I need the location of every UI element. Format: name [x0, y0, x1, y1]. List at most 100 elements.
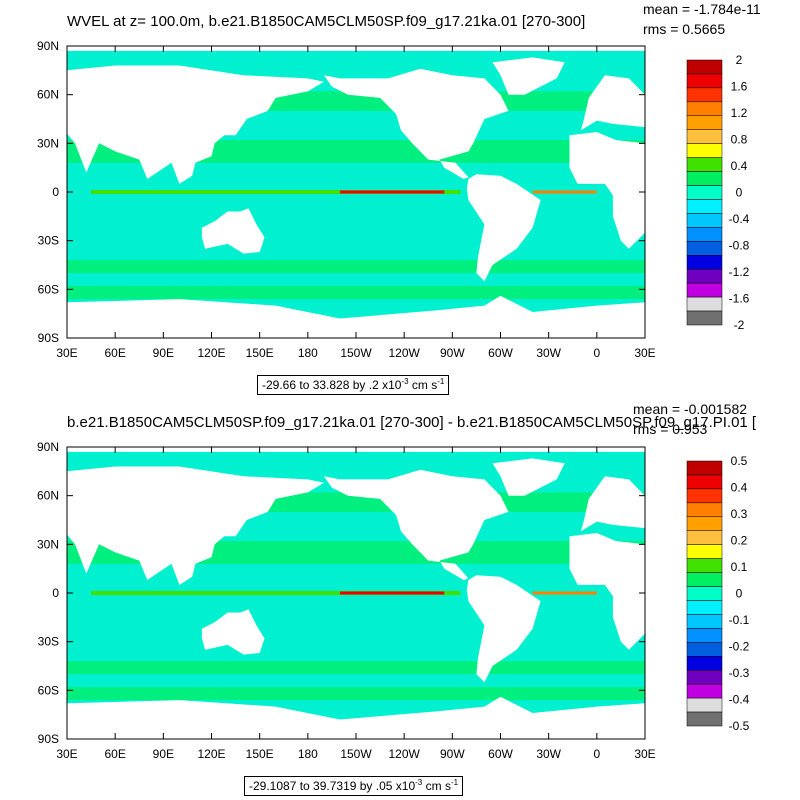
panel2-xtick-label: 150E — [246, 747, 274, 761]
panel2-colorbar-swatch — [686, 697, 723, 713]
panel2-xtick-label: 30E — [56, 747, 77, 761]
panel2-colorbar-swatch — [686, 600, 723, 615]
panel2-ytick-label: 30N — [37, 537, 59, 551]
panel2-ytick-label: 90S — [38, 732, 59, 746]
panel1-colorbar-swatch — [686, 310, 723, 326]
panel1-land-greenland — [492, 57, 565, 95]
panel2-range-text: -29.1087 to 39.7319 by .05 x10 — [249, 779, 416, 793]
panel1-xtick-label: 180 — [298, 346, 318, 360]
panel2-range-box: -29.1087 to 39.7319 by .05 x10-3 cm s-1 — [244, 776, 464, 796]
panel1-land-north-america — [323, 68, 509, 179]
panel2-colorbar-swatch — [686, 558, 723, 573]
panel1-colorbar-swatch — [686, 268, 723, 284]
panel1-land-australia — [201, 208, 265, 254]
panel1-xtick-label: 30W — [536, 346, 561, 360]
panel1-land-antarctica — [67, 295, 645, 338]
panel1-ytick-label: 0 — [52, 185, 59, 199]
panel1-xtick-label: 150E — [246, 346, 274, 360]
panel1-colorbar-swatch — [686, 59, 723, 75]
panel1-range-units: cm s — [411, 378, 438, 392]
panel2-colorbar-swatch — [686, 572, 723, 587]
panel2-xtick-label: 90E — [153, 747, 174, 761]
panel1-colorbar-swatch — [686, 185, 723, 200]
panel2-colorbar-label: -0.3 — [729, 666, 750, 680]
panel2-land-south-america — [466, 575, 541, 683]
panel2-band-3 — [67, 687, 645, 701]
panel1-colorbar-swatch — [686, 282, 723, 298]
panel1-band-3 — [67, 286, 645, 300]
panel1-xtick-label: 30E — [634, 346, 655, 360]
panel1-colorbar-label: -1.2 — [729, 265, 750, 279]
panel1-map: 30E 60E 90E 120E 150E 180 150W 120W 90W 60W 30W 0 30… — [37, 39, 656, 360]
panel2-xtick-label: 120W — [388, 747, 420, 761]
panel2-title: b.e21.B1850CAM5CLM50SP.f09_g17.21ka.01 [… — [67, 414, 757, 431]
panel1-equator-upwelling-atlantic — [532, 190, 597, 194]
panel1-colorbar-swatch — [686, 115, 723, 130]
panel2-colorbar-swatch — [686, 502, 723, 518]
panel2-xtick-label: 180 — [298, 747, 318, 761]
panel1-land-africa — [569, 132, 645, 249]
panel2-band-2 — [67, 661, 645, 675]
panel2-colorbar-swatch — [686, 642, 723, 657]
panel1-xtick-label: 90E — [153, 346, 174, 360]
panel1-xtick-label: 120W — [388, 346, 420, 360]
panel2-colorbar-label: 0.4 — [731, 481, 748, 495]
panel1-colorbar-swatch — [686, 171, 723, 186]
panel2-mean: mean = -0.001582 — [633, 401, 748, 417]
panel2-ytick-label: 60N — [37, 489, 59, 503]
panel2-colorbar-swatch — [686, 683, 723, 699]
panel1-colorbar-label: 0.8 — [731, 133, 748, 147]
panel2-xtick-label: 60E — [104, 747, 125, 761]
panel1-colorbar-swatch — [686, 157, 723, 172]
panel2-colorbar: 0.5 0.4 0.3 0.2 0.1 0 -0.1 -0.2 -0.3 -0.4 -0.5 — [686, 454, 750, 733]
panel1-colorbar-swatch — [686, 73, 723, 89]
panel1-xtick-label: 30E — [56, 346, 77, 360]
panel1-colorbar-label: 1.2 — [731, 106, 748, 120]
panel2-xtick-label: 30W — [536, 747, 561, 761]
panel2-colorbar-label: -0.5 — [729, 719, 750, 733]
panel1-ytick-label: 30N — [37, 136, 59, 150]
panel1-colorbar-label: -0.4 — [729, 212, 750, 226]
panel1-xtick-label: 0 — [593, 346, 600, 360]
panel1-colorbar: 2 1.6 1.2 0.8 0.4 0 -0.4 -0.8 -1.2 -1.6 -2 — [686, 53, 750, 332]
panel1-colorbar-swatch — [686, 255, 723, 270]
panel1-colorbar-label: 0.4 — [731, 159, 748, 173]
panel1-title: WVEL at z= 100.0m, b.e21.B1850CAM5CLM50S… — [67, 13, 586, 30]
panel2-colorbar-swatch — [686, 586, 723, 601]
panel1-colorbar-swatch — [686, 87, 723, 103]
panel1-land-eurasia — [67, 65, 324, 184]
panel2-colorbar-swatch — [686, 669, 723, 685]
panel2-colorbar-swatch — [686, 488, 723, 504]
panel2-ytick-label: 30S — [38, 635, 59, 649]
panel1-range-box: -29.66 to 33.828 by .2 x10-3 cm s-1 — [257, 375, 450, 395]
panel1-colorbar-swatch — [686, 101, 723, 117]
panel1-mean: mean = -1.784e-11 — [643, 1, 761, 17]
panel1-colorbar-swatch — [686, 296, 723, 312]
panel2-xtick-label: 90W — [440, 747, 465, 761]
panel2-ytick-label: 0 — [52, 586, 59, 600]
panel1-ytick-label: 90N — [37, 39, 59, 53]
panel2-land-australia — [201, 609, 265, 655]
panel2-equator-upwelling-atlantic — [532, 591, 597, 595]
panel2-equator-upwelling-pacific — [339, 591, 445, 595]
panel1-xtick-label: 120E — [197, 346, 225, 360]
panel1-colorbar-label: -2 — [734, 318, 745, 332]
panel2-rms: rms = 0.953 — [633, 421, 708, 437]
panel1-xtick-label: 150W — [340, 346, 372, 360]
panel1-ytick-label: 60N — [37, 88, 59, 102]
panel2-colorbar-swatch — [686, 544, 723, 559]
panel1-xtick-label: 60E — [104, 346, 125, 360]
panel1-colorbar-swatch — [686, 199, 723, 214]
panel2-colorbar-swatch — [686, 656, 723, 671]
panel2-xtick-label: 0 — [593, 747, 600, 761]
panel2-range-units: cm s — [425, 779, 451, 793]
panel2-ytick-label: 90N — [37, 440, 59, 454]
panel1-colorbar-swatch — [686, 241, 723, 256]
panel1-band-2 — [67, 260, 645, 274]
panel1-colorbar-label: -1.6 — [729, 292, 750, 306]
panel2-equator-band — [91, 591, 461, 595]
panel1-equator-upwelling-pacific — [339, 190, 445, 194]
panel2-colorbar-label: -0.1 — [729, 613, 750, 627]
panel1-colorbar-label: 1.6 — [731, 80, 748, 94]
panel2-colorbar-label: 0.1 — [731, 560, 748, 574]
